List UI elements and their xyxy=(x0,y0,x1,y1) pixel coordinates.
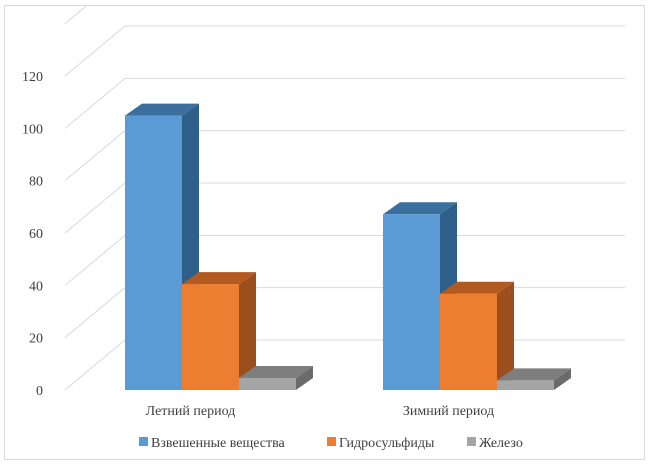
bar-железо-летний-период xyxy=(239,365,313,390)
x-category-label: Зимний период xyxy=(403,404,494,419)
legend-label: Гидросульфиды xyxy=(339,436,435,451)
x-axis-category-labels: Летний период Зимний период xyxy=(146,404,494,419)
chart-canvas: 0 20 40 60 80 100 120 Летний период Зимний пери… xyxy=(22,0,625,451)
bar-гидросульфиды-летний-период xyxy=(182,272,256,390)
gridline xyxy=(64,182,625,234)
bar-железо-зимний-период xyxy=(497,368,571,390)
x-category-label: Летний период xyxy=(146,404,236,419)
y-tick-label: 100 xyxy=(22,122,43,137)
gridline xyxy=(64,77,625,129)
legend-label: Взвешенные вещества xyxy=(151,436,286,451)
gridline xyxy=(64,234,625,286)
gridlines xyxy=(64,0,625,391)
legend: Взвешенные вещества Гидросульфиды Железо xyxy=(139,436,523,451)
gridline xyxy=(64,0,95,25)
y-axis-tick-labels: 0 20 40 60 80 100 120 xyxy=(22,70,43,399)
y-tick-label: 20 xyxy=(29,332,43,347)
y-tick-label: 40 xyxy=(29,279,43,294)
legend-item: Взвешенные вещества xyxy=(139,436,286,451)
y-tick-label: 60 xyxy=(29,227,43,242)
legend-swatch xyxy=(139,437,148,446)
legend-swatch xyxy=(327,437,336,446)
y-tick-label: 120 xyxy=(22,70,43,85)
gridline xyxy=(64,25,625,77)
legend-item: Гидросульфиды xyxy=(327,436,435,451)
legend-item: Железо xyxy=(467,436,523,451)
legend-label: Железо xyxy=(479,436,523,451)
gridline xyxy=(64,130,625,182)
legend-swatch xyxy=(467,437,476,446)
bar-гидросульфиды-зимний-период xyxy=(440,281,514,390)
y-tick-label: 0 xyxy=(36,384,43,399)
chart-frame: 0 20 40 60 80 100 120 Летний период Зимний пери… xyxy=(4,0,645,460)
bars xyxy=(125,103,571,391)
y-tick-label: 80 xyxy=(29,175,43,190)
